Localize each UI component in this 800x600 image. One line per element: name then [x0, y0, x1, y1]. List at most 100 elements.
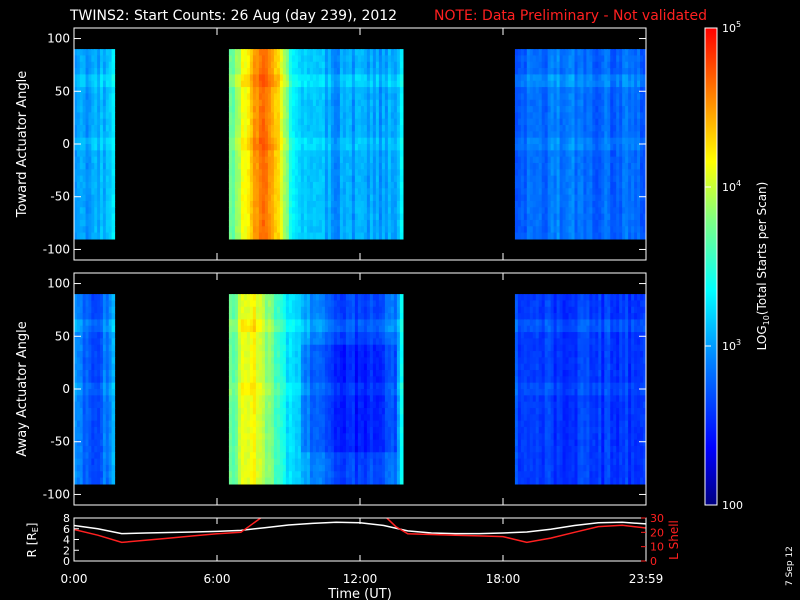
heatmap-cell: [74, 49, 78, 57]
heatmap-cell: [375, 213, 380, 221]
heatmap-cell: [544, 181, 549, 189]
heatmap-cell: [279, 137, 284, 145]
heatmap-cell: [616, 131, 620, 139]
heatmap-cell: [309, 313, 314, 320]
heatmap-cell: [258, 150, 263, 158]
heatmap-cell: [264, 87, 269, 94]
heatmap-cell: [589, 226, 593, 234]
heatmap-cell: [240, 194, 245, 202]
heatmap-cell: [291, 313, 296, 320]
heatmap-cell: [258, 61, 263, 69]
heatmap-cell: [285, 452, 290, 460]
heatmap-cell: [102, 300, 107, 308]
heatmap-cell: [258, 137, 263, 145]
heatmap-cell: [97, 363, 101, 371]
heatmap-cell: [393, 106, 398, 113]
heatmap-cell: [243, 376, 248, 384]
heatmap-cell: [568, 156, 573, 164]
heatmap-cell: [520, 74, 525, 82]
heatmap-cell: [297, 131, 302, 139]
heatmap-cell: [520, 49, 525, 57]
heatmap-cell: [291, 300, 296, 308]
heatmap-cell: [79, 144, 84, 151]
heatmap-cell: [348, 125, 353, 132]
heatmap-cell: [79, 300, 84, 308]
heatmap-cell: [306, 194, 311, 202]
heatmap-cell: [580, 181, 585, 189]
heatmap-cell: [246, 188, 251, 196]
heatmap-cell: [345, 188, 350, 196]
heatmap-cell: [300, 420, 305, 428]
heatmap-cell: [541, 74, 546, 82]
heatmap-cell: [390, 181, 395, 189]
heatmap-cell: [270, 452, 275, 460]
heatmap-cell: [85, 458, 90, 466]
heatmap-cell: [94, 332, 98, 339]
heatmap-cell: [261, 219, 266, 227]
heatmap-cell: [252, 357, 257, 365]
heatmap-cell: [105, 452, 110, 460]
heatmap-cell: [324, 433, 329, 441]
heatmap-cell: [381, 118, 386, 126]
heatmap-cell: [111, 61, 116, 69]
heatmap-cell: [375, 181, 380, 189]
heatmap-cell: [270, 420, 275, 428]
heatmap-cell: [234, 477, 239, 485]
heatmap-cell: [261, 294, 266, 302]
heatmap-cell: [94, 61, 98, 69]
heatmap-cell: [228, 433, 233, 441]
heatmap-cell: [643, 61, 646, 69]
heatmap-cell: [315, 181, 320, 189]
heatmap-cell: [562, 118, 567, 126]
heatmap-cell: [240, 169, 245, 177]
heatmap-cell: [625, 144, 629, 151]
heatmap-cell: [100, 156, 104, 164]
heatmap-cell: [643, 219, 646, 227]
heatmap-cell: [396, 156, 401, 164]
heatmap-cell: [76, 175, 81, 183]
heatmap-cell: [282, 471, 287, 479]
heatmap-cell: [228, 181, 233, 189]
heatmap-cell: [294, 112, 299, 120]
heatmap-cell: [315, 319, 320, 327]
heatmap-cell: [390, 156, 395, 164]
heatmap-cell: [108, 61, 113, 69]
heatmap-cell: [321, 219, 326, 227]
heatmap-cell: [541, 55, 546, 63]
heatmap-cell: [577, 232, 582, 240]
heatmap-cell: [237, 439, 242, 447]
heatmap-cell: [318, 407, 323, 415]
heatmap-cell: [393, 87, 398, 94]
heatmap-cell: [601, 207, 605, 215]
heatmap-cell: [538, 169, 543, 177]
heatmap-cell: [396, 232, 401, 240]
heatmap-cell: [372, 213, 377, 221]
heatmap-cell: [270, 80, 275, 88]
heatmap-cell: [85, 150, 90, 158]
heatmap-cell: [535, 169, 540, 177]
heatmap-cell: [339, 150, 344, 158]
heatmap-cell: [393, 207, 398, 215]
heatmap-cell: [595, 144, 599, 151]
heatmap-cell: [291, 213, 296, 221]
heatmap-cell: [237, 175, 242, 183]
heatmap-cell: [571, 169, 576, 177]
heatmap-cell: [85, 313, 90, 320]
heatmap-cell: [228, 175, 233, 183]
heatmap-cell: [589, 188, 593, 196]
heatmap-cell: [276, 376, 281, 384]
heatmap-cell: [526, 106, 531, 113]
heatmap-cell: [369, 74, 374, 82]
heatmap-cell: [273, 471, 278, 479]
heatmap-cell: [94, 68, 98, 75]
heatmap-cell: [255, 156, 260, 164]
heatmap-cell: [384, 200, 389, 208]
heatmap-cell: [246, 414, 251, 422]
heatmap-cell: [625, 61, 629, 69]
heatmap-cell: [246, 382, 251, 390]
heatmap-cell: [76, 80, 81, 88]
heatmap-cell: [297, 99, 302, 107]
heatmap-cell: [234, 99, 239, 107]
heatmap-cell: [246, 363, 251, 371]
heatmap-cell: [333, 207, 338, 215]
